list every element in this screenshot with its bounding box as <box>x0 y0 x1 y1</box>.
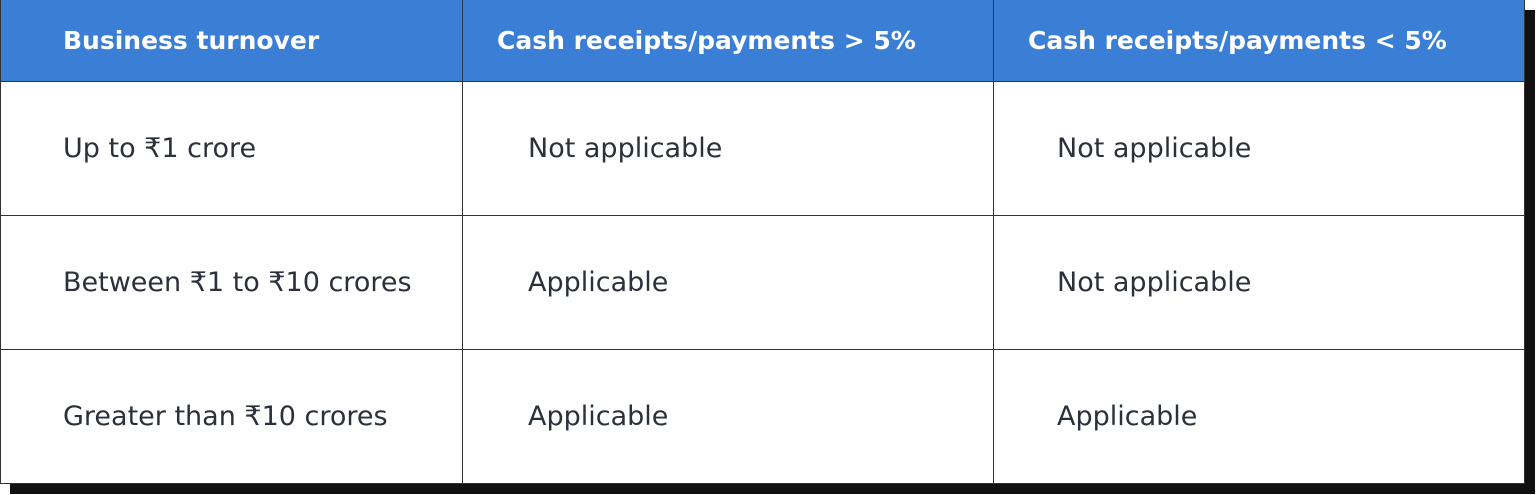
header-cell: Cash receipts/payments > 5% <box>463 0 994 82</box>
header-cell: Cash receipts/payments < 5% <box>994 0 1525 82</box>
table-cell: Greater than ₹10 crores <box>0 350 463 484</box>
table: Business turnover Cash receipts/payments … <box>0 0 1525 484</box>
table-cell: Applicable <box>463 216 994 350</box>
table-cell: Applicable <box>994 350 1525 484</box>
table-cell: Applicable <box>463 350 994 484</box>
table-cell: Up to ₹1 crore <box>0 82 463 216</box>
table-cell: Between ₹1 to ₹10 crores <box>0 216 463 350</box>
header-cell: Business turnover <box>0 0 463 82</box>
table-cell: Not applicable <box>463 82 994 216</box>
table-cell: Not applicable <box>994 216 1525 350</box>
table-cell: Not applicable <box>994 82 1525 216</box>
table-grid: Business turnover Cash receipts/payments … <box>0 0 1525 484</box>
